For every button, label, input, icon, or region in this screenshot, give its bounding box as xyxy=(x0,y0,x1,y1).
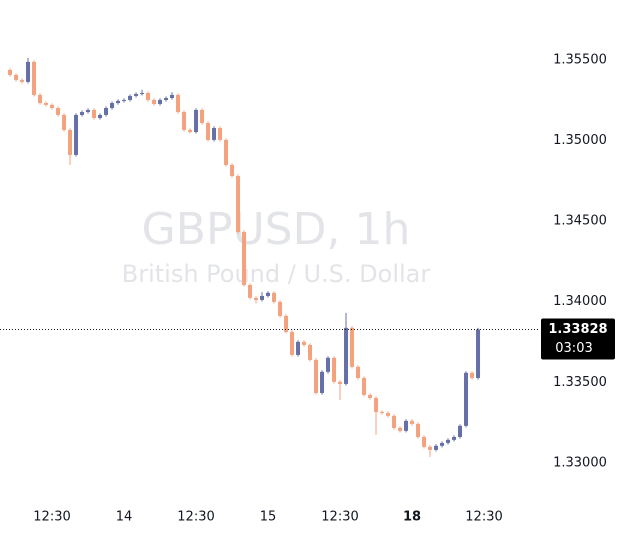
candle-body xyxy=(338,381,343,384)
candle-body xyxy=(272,292,277,302)
candle-body xyxy=(422,436,427,447)
y-tick-label: 1.35000 xyxy=(553,133,607,148)
candle-body xyxy=(158,99,163,104)
x-tick-label: 18 xyxy=(403,510,421,525)
last-price-label: 1.33828 xyxy=(548,322,607,337)
candle-body xyxy=(194,109,199,133)
candle-body xyxy=(278,301,283,316)
y-tick-label: 1.35500 xyxy=(553,52,607,67)
candle-body xyxy=(14,74,19,80)
candle-body xyxy=(98,114,103,118)
candle-body xyxy=(152,99,157,104)
y-tick-label: 1.34500 xyxy=(553,214,607,229)
candle-body xyxy=(392,415,397,428)
candle-body xyxy=(230,164,235,177)
candle-body xyxy=(104,108,109,115)
candle-body xyxy=(386,412,391,416)
candle-body xyxy=(38,94,43,104)
candle-body xyxy=(296,341,301,355)
x-tick-label: 12:30 xyxy=(177,510,214,525)
candle-body xyxy=(362,377,367,395)
candle-body xyxy=(470,372,475,378)
candle-body xyxy=(176,94,181,113)
candle-body xyxy=(404,420,409,431)
candle-body xyxy=(428,446,433,450)
candle-body xyxy=(464,372,469,426)
candle-body xyxy=(68,129,73,155)
candle-body xyxy=(440,442,445,446)
candle-body xyxy=(356,366,361,378)
watermark-description: British Pound / U.S. Dollar xyxy=(122,260,431,288)
candle-body xyxy=(326,357,331,372)
candle-body xyxy=(320,371,325,393)
x-tick-label: 12:30 xyxy=(33,510,70,525)
candle-body xyxy=(134,93,139,96)
candle-body xyxy=(92,109,97,118)
candle-body xyxy=(56,108,61,115)
candle-body xyxy=(8,69,13,75)
candle-body xyxy=(74,114,79,155)
candle-body xyxy=(314,359,319,393)
candle-body xyxy=(182,112,187,130)
candle-body xyxy=(410,420,415,424)
candle-body xyxy=(254,297,259,300)
candle-body xyxy=(236,176,241,232)
candle-body xyxy=(260,295,265,300)
candle-body xyxy=(188,129,193,133)
candle-body xyxy=(380,411,385,413)
candle-body xyxy=(434,445,439,450)
candle-body xyxy=(164,98,169,100)
candle-body xyxy=(146,93,151,100)
candle-body xyxy=(140,93,145,95)
last-price-box xyxy=(541,318,615,360)
x-tick-label: 12:30 xyxy=(321,510,358,525)
candle-body xyxy=(128,95,133,100)
y-tick-label: 1.34000 xyxy=(553,294,607,309)
candle-body xyxy=(44,103,49,105)
candle-body xyxy=(110,103,115,108)
y-tick-label: 1.33500 xyxy=(553,375,607,390)
countdown-label: 03:03 xyxy=(555,341,592,356)
candle-body xyxy=(308,344,313,360)
candle-body xyxy=(170,94,175,99)
candle-body xyxy=(398,427,403,431)
candle-body xyxy=(212,127,217,140)
candle-body xyxy=(416,423,421,437)
candle-body xyxy=(368,394,373,398)
candle-body xyxy=(290,331,295,355)
y-tick-label: 1.33000 xyxy=(553,455,607,470)
candle-body xyxy=(50,104,55,108)
candle-body xyxy=(32,61,37,95)
candle-body xyxy=(344,327,349,384)
candle-body xyxy=(20,79,25,82)
candle-body xyxy=(350,327,355,367)
candle-body xyxy=(458,425,463,437)
candle-body xyxy=(122,99,127,101)
x-tick-label: 14 xyxy=(116,510,133,525)
candle-body xyxy=(446,439,451,443)
candle-body xyxy=(224,139,229,165)
candle-body xyxy=(116,100,121,104)
candle-body xyxy=(218,127,223,140)
candle-body xyxy=(266,292,271,296)
candle-body xyxy=(200,109,205,123)
candle-body xyxy=(374,397,379,412)
candle-body xyxy=(242,231,247,285)
x-tick-label: 15 xyxy=(260,510,277,525)
x-tick-label: 12:30 xyxy=(465,510,502,525)
candle-body xyxy=(302,341,307,345)
candle-body xyxy=(332,357,337,382)
candle-body xyxy=(452,436,457,440)
candle-body xyxy=(248,284,253,298)
candle-body xyxy=(62,114,67,130)
candle-body xyxy=(86,109,91,113)
candle-body xyxy=(206,122,211,140)
watermark-symbol: GBPUSD, 1h xyxy=(142,204,411,255)
candle-body xyxy=(26,61,31,82)
candle-body xyxy=(284,315,289,332)
candle-body xyxy=(80,112,85,115)
candle-body xyxy=(476,329,481,378)
